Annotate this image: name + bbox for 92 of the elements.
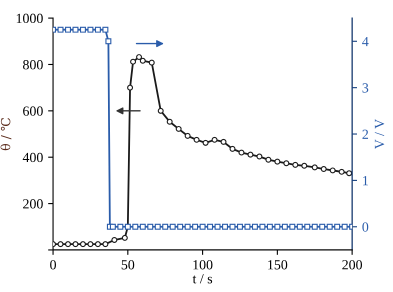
point (252, 224, 258, 230)
point (266, 224, 273, 230)
point (58, 241, 64, 248)
point (72, 241, 78, 248)
y-axis-title: θ / ℃ (0, 118, 12, 150)
point (274, 224, 280, 230)
point (282, 224, 288, 230)
x-tick-label: 200 (342, 260, 362, 270)
point (230, 146, 236, 152)
point (111, 236, 118, 243)
point (80, 26, 86, 33)
point (192, 224, 198, 230)
point (289, 224, 296, 230)
point (230, 224, 236, 230)
point (326, 224, 333, 230)
point (342, 224, 348, 230)
point (65, 26, 71, 33)
point (292, 162, 298, 168)
y-tick-label: 400 (22, 152, 43, 162)
point (127, 84, 134, 91)
point (130, 58, 136, 65)
point (283, 160, 290, 166)
point (319, 224, 326, 230)
point (214, 224, 221, 230)
point (256, 154, 262, 160)
point (212, 136, 218, 143)
point (312, 224, 318, 230)
point (176, 126, 182, 132)
point (274, 158, 280, 165)
point (158, 108, 164, 114)
point (102, 26, 108, 33)
y-tick-label: 600 (23, 106, 43, 116)
x-tick-label: 50 (122, 260, 134, 270)
point (80, 241, 86, 248)
point (338, 168, 345, 175)
point (207, 224, 214, 230)
point (177, 224, 184, 230)
y-tick-label: 200 (23, 199, 43, 209)
y2-tick-label: 2 (362, 130, 368, 139)
point (94, 26, 101, 33)
point (87, 26, 94, 33)
point (247, 152, 254, 158)
point (170, 224, 176, 230)
point (238, 150, 244, 156)
y2-tick-label: 3 (362, 83, 368, 93)
point (194, 136, 200, 143)
point (304, 224, 310, 230)
point (166, 118, 173, 125)
point (102, 241, 108, 248)
point (148, 60, 155, 66)
point (58, 26, 64, 33)
x-tick-label: 150 (268, 260, 288, 270)
y2-tick-label: 1 (363, 176, 368, 186)
point (154, 224, 161, 230)
point (72, 26, 78, 33)
point (312, 164, 318, 170)
point (184, 224, 191, 230)
point (117, 224, 124, 230)
point (65, 241, 71, 248)
point (94, 241, 101, 248)
point (301, 162, 308, 169)
point (132, 224, 138, 230)
point (110, 224, 116, 230)
y2-axis-title: V / V (374, 118, 384, 150)
point (140, 224, 146, 230)
point (200, 224, 206, 230)
x-tick-label: 100 (193, 260, 212, 270)
point (147, 224, 154, 230)
point (162, 224, 168, 230)
point (259, 224, 266, 230)
point (140, 58, 146, 64)
y2-tick-label: 0 (362, 222, 368, 232)
point (87, 241, 94, 248)
point (105, 38, 112, 44)
point (222, 224, 228, 230)
point (296, 224, 303, 230)
point (265, 156, 272, 163)
point (236, 224, 243, 230)
x-axis-title: t / s (192, 274, 212, 284)
point (320, 166, 327, 172)
x-tick-label: 0 (50, 260, 56, 270)
point (334, 224, 340, 230)
point (330, 167, 336, 174)
point (136, 54, 142, 60)
point (184, 132, 191, 139)
point (202, 140, 209, 146)
y-tick-label: 800 (23, 60, 43, 70)
point (122, 234, 128, 241)
y-tick-label: 1000 (16, 14, 43, 24)
y2-tick-label: 4 (362, 36, 369, 46)
point (244, 224, 250, 230)
point (220, 138, 227, 145)
